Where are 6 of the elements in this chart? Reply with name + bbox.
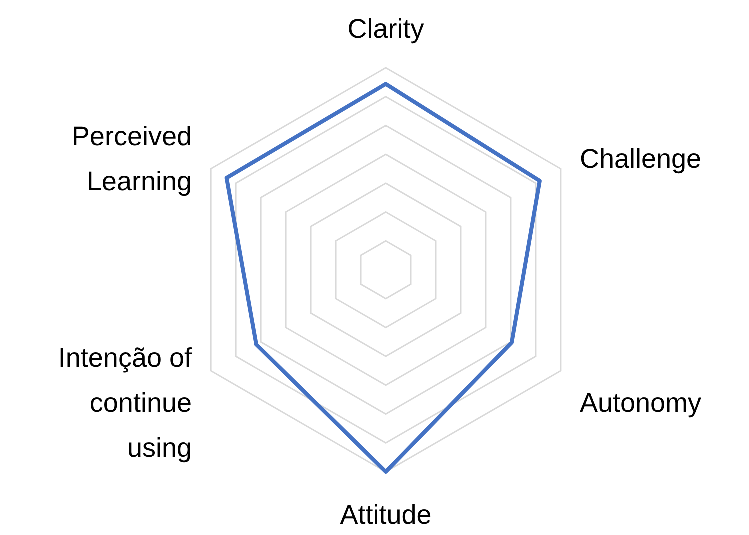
spoke-label: Perceived Learning [72,122,192,196]
spoke-label: Clarity [348,14,425,44]
spoke-label: Attitude [340,500,432,530]
spoke-label: Intenção of continue using [58,343,192,463]
spoke-label: Challenge [580,144,702,174]
spoke-label: Autonomy [580,388,702,418]
